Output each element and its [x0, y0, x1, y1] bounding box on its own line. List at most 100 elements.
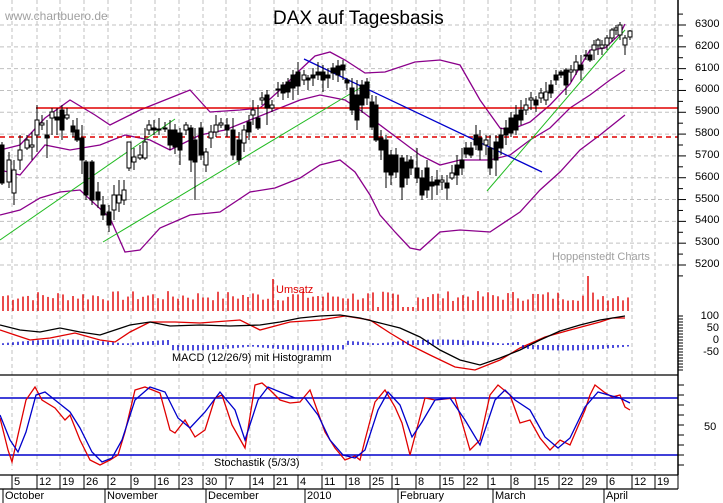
- day-tick-label: 22: [466, 476, 479, 488]
- candle: [335, 65, 341, 76]
- candle: [369, 101, 375, 128]
- candle: [198, 127, 204, 156]
- candle: [218, 122, 224, 126]
- candle: [429, 181, 435, 187]
- month-label: April: [606, 490, 629, 502]
- candle: [340, 64, 346, 71]
- candle: [463, 147, 469, 155]
- candle: [172, 129, 178, 148]
- candle: [121, 189, 127, 201]
- candle: [29, 144, 35, 148]
- candle: [142, 141, 148, 159]
- candle: [591, 44, 597, 51]
- day-tick-label: 15: [537, 476, 550, 488]
- macd-label: MACD (12/26/9) mit Histogramm: [172, 352, 332, 364]
- macd-panel: [0, 314, 629, 371]
- macd-line: [0, 314, 626, 366]
- candle: [459, 159, 465, 169]
- macd-tick-label: 0: [712, 334, 719, 346]
- month-label: March: [495, 490, 526, 502]
- day-tick-label: 5: [14, 476, 21, 488]
- day-tick-label: 30: [205, 476, 218, 488]
- candle: [49, 111, 55, 119]
- month-label: October: [5, 490, 45, 502]
- candle: [538, 92, 544, 99]
- candle: [183, 124, 189, 131]
- uptrend-line-2: [102, 81, 371, 243]
- candle: [59, 109, 65, 131]
- candle: [468, 147, 474, 156]
- candle: [533, 99, 539, 106]
- candle: [246, 121, 252, 133]
- month-label: November: [107, 490, 158, 502]
- axes: [0, 0, 686, 503]
- candle: [627, 30, 633, 38]
- day-tick-label: 29: [585, 476, 598, 488]
- macd-tick-label: 100: [700, 310, 719, 322]
- candle: [587, 54, 593, 61]
- price-tick-label: 5400: [695, 214, 720, 227]
- candle: [146, 124, 152, 131]
- month-label: February: [400, 490, 445, 502]
- macd-tick-label: -50: [703, 346, 719, 358]
- candle: [454, 164, 460, 176]
- candle: [24, 139, 30, 149]
- candle: [573, 61, 579, 71]
- month-label: 2010: [307, 490, 332, 502]
- candle: [604, 37, 610, 46]
- bollinger-middle: [0, 69, 626, 176]
- day-tick-label: 1: [394, 476, 401, 488]
- stoch-d-line: [0, 386, 631, 463]
- candle: [513, 114, 519, 131]
- candle: [473, 134, 479, 146]
- candle: [230, 129, 236, 156]
- candle: [617, 24, 623, 36]
- candle: [285, 81, 291, 93]
- macd-tick-label: 50: [706, 322, 719, 334]
- price-tick-label: 6100: [695, 61, 720, 74]
- candle: [434, 179, 440, 186]
- uptrend-line-3: [486, 29, 626, 192]
- day-tick-label: 22: [561, 476, 574, 488]
- candle: [0, 144, 5, 184]
- candle: [44, 134, 50, 139]
- candle: [349, 87, 355, 111]
- candle: [64, 114, 70, 119]
- day-tick-label: 23: [181, 476, 194, 488]
- candle: [563, 69, 569, 86]
- candle: [54, 116, 60, 121]
- candle: [439, 179, 445, 183]
- candle: [528, 97, 534, 101]
- day-tick-label: 16: [157, 476, 170, 488]
- candle: [241, 129, 247, 144]
- day-tick-label: 4: [300, 476, 307, 488]
- candle: [414, 167, 420, 179]
- candle: [208, 131, 214, 139]
- candle: [487, 147, 493, 169]
- candle: [259, 97, 265, 101]
- candle: [305, 77, 311, 81]
- day-tick-label: 1: [490, 476, 497, 488]
- chart-title: DAX auf Tagesbasis: [273, 8, 444, 29]
- candle: [378, 137, 384, 151]
- candle: [558, 71, 564, 76]
- price-tick-label: 5800: [695, 127, 720, 140]
- candle: [126, 141, 132, 169]
- candle: [330, 67, 336, 74]
- price-tick-label: 5500: [695, 192, 720, 205]
- candle: [100, 204, 106, 216]
- candle: [177, 132, 183, 151]
- candle: [6, 159, 12, 183]
- candle: [373, 104, 379, 141]
- candle: [578, 64, 584, 71]
- candle: [192, 139, 198, 163]
- candle: [503, 127, 509, 136]
- source-label: Hoppenstedt Charts: [552, 251, 650, 263]
- candle: [583, 54, 589, 57]
- candle: [599, 44, 605, 49]
- candle: [325, 74, 331, 79]
- candle: [364, 81, 370, 99]
- candle: [224, 124, 230, 131]
- candle: [498, 134, 504, 149]
- day-tick-label: 19: [62, 476, 75, 488]
